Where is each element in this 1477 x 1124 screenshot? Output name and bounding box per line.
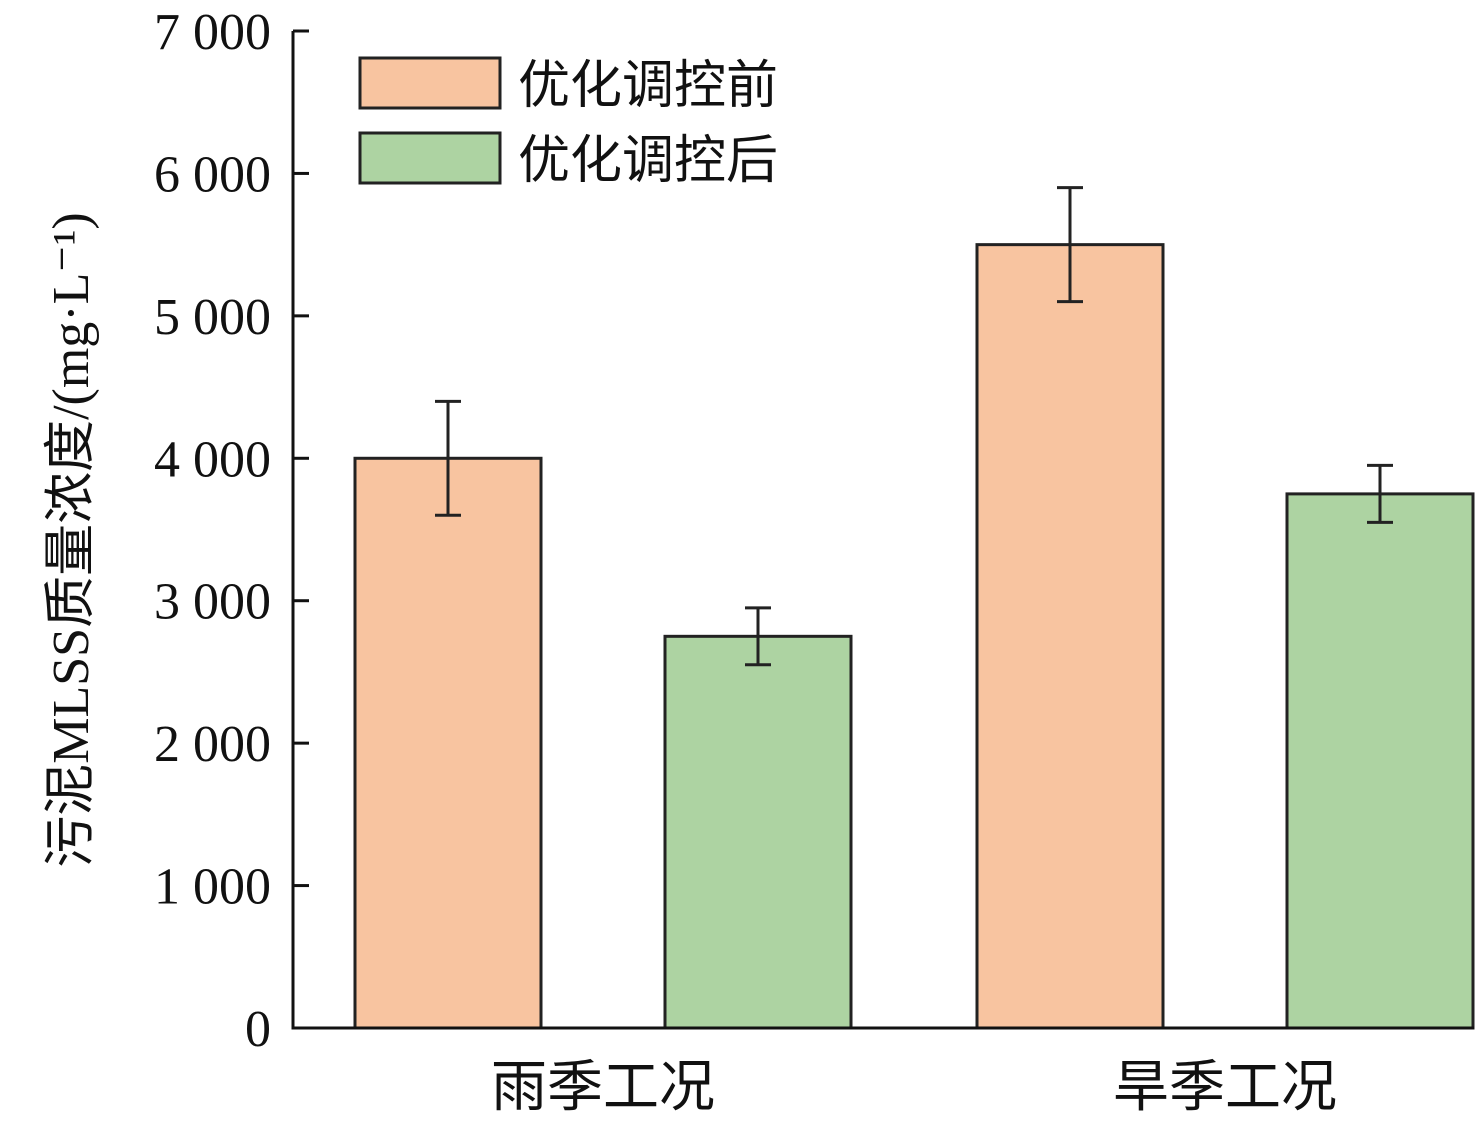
error-bars-layer — [435, 186, 1393, 667]
y-tick-label: 1 000 — [154, 859, 271, 916]
y-tick-label: 4 000 — [154, 431, 271, 488]
y-tick-label: 5 000 — [154, 289, 271, 346]
legend-label: 优化调控后 — [518, 133, 778, 190]
bar-before-rainy — [353, 456, 543, 1030]
y-tick-label: 7 000 — [154, 4, 271, 61]
y-axis-title-group: 污泥MLSS质量浓度/(mg·L⁻¹) — [43, 212, 100, 868]
bar-before-dry — [975, 243, 1165, 1030]
bar-after-dry — [1285, 492, 1475, 1030]
x-category-label: 旱季工况 — [1113, 1057, 1337, 1119]
bars-layer — [353, 243, 1475, 1030]
y-tick-label: 6 000 — [154, 146, 271, 203]
x-category-label: 雨季工况 — [491, 1057, 715, 1119]
legend-swatch — [358, 131, 502, 185]
bar-after-rainy — [663, 634, 853, 1030]
legend-swatch — [358, 56, 502, 110]
y-axis-title: 污泥MLSS质量浓度/(mg·L⁻¹) — [43, 212, 100, 868]
y-tick-label: 3 000 — [154, 574, 271, 631]
legend-label: 优化调控前 — [518, 58, 778, 115]
y-tick-label: 0 — [245, 1001, 271, 1058]
y-tick-label: 2 000 — [154, 716, 271, 773]
x-category-labels: 雨季工况 旱季工况 — [491, 1057, 1337, 1119]
y-ticks: 0 1 000 2 000 3 000 4 000 5 000 6 000 7 000 — [154, 4, 309, 1058]
